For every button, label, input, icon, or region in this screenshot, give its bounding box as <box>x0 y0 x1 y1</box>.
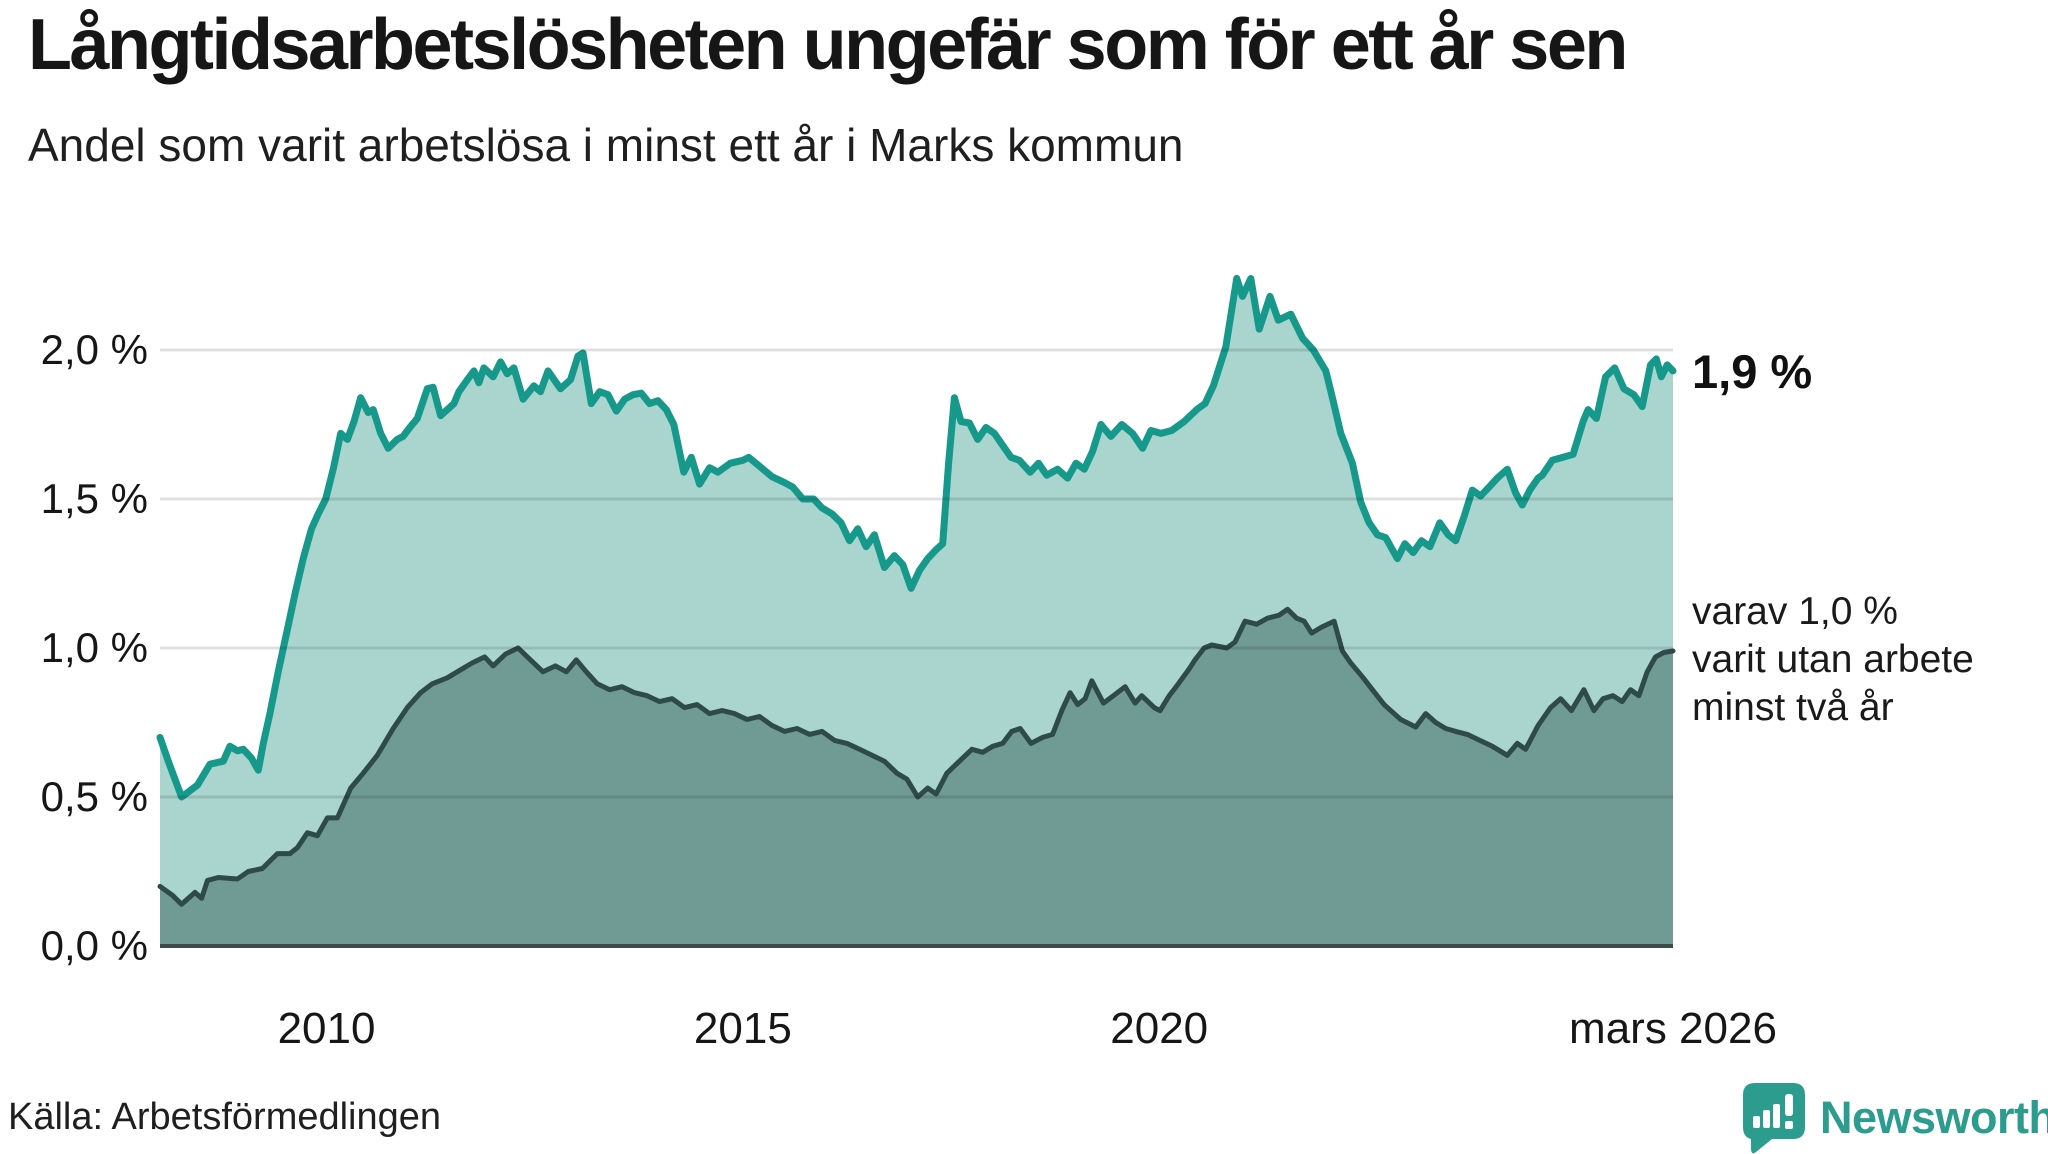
y-axis-tick-label: 1,0 % <box>40 624 148 671</box>
series2-annotation-line2: varit utan arbete <box>1692 638 1974 681</box>
source-label: Källa: Arbetsförmedlingen <box>8 1096 442 1138</box>
x-axis-tick-label: 2015 <box>693 1004 792 1053</box>
newsworthy-logo: Newsworthy <box>1742 1082 2048 1154</box>
series2-annotation: varav 1,0 % varit utan arbete minst två … <box>1692 588 1974 732</box>
series1-end-value-label: 1,9 % <box>1692 345 1813 398</box>
x-axis-tick-label: 2020 <box>1110 1004 1209 1053</box>
page-title: Långtidsarbetslösheten ungefär som för e… <box>28 5 1628 85</box>
series2-annotation-line3: minst två år <box>1692 686 1894 729</box>
series2-line <box>157 606 1676 907</box>
x-axis-tick-label: mars 2026 <box>1569 1004 1777 1053</box>
series2-annotation-line1: varav 1,0 % <box>1692 590 1898 633</box>
y-axis-tick-label: 0,0 % <box>40 922 148 969</box>
page-subtitle: Andel som varit arbetslösa i minst ett å… <box>28 119 1184 171</box>
series2-area <box>160 609 1673 946</box>
y-axis-tick-label: 0,5 % <box>40 773 148 820</box>
brand-name: Newsworthy <box>1820 1092 2048 1143</box>
series1-line <box>156 275 1677 801</box>
y-axis-tick-label: 1,5 % <box>40 475 148 522</box>
x-axis-tick-label: 2010 <box>277 1004 376 1053</box>
y-axis-tick-label: 2,0 % <box>40 326 148 373</box>
speech-bubble-bar-chart-icon <box>1743 1083 1805 1154</box>
